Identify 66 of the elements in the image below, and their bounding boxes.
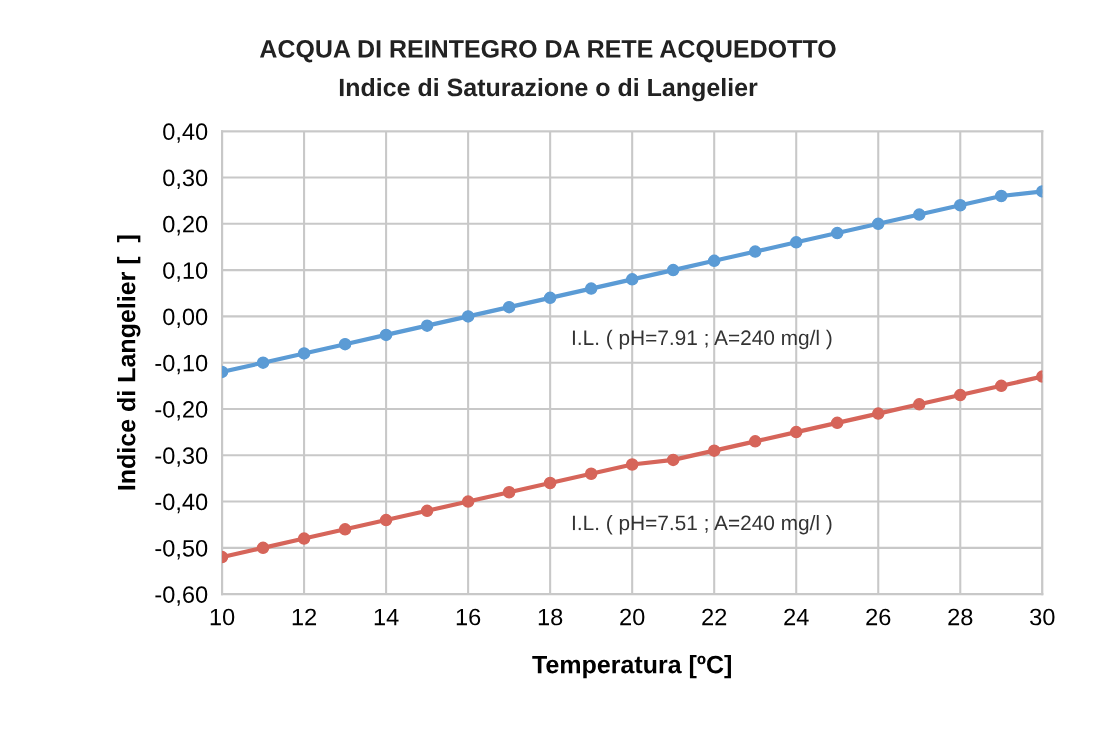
y-tick-label: -0,20 — [155, 401, 208, 421]
point — [543, 476, 557, 490]
y-tick-label: 0,40 — [163, 123, 208, 143]
point — [461, 310, 475, 323]
point — [954, 388, 967, 402]
point — [913, 208, 926, 221]
annotation: I.L. ( pH=7.91 ; A=240 mg/l ) — [572, 329, 832, 350]
x-tick-label: 14 — [374, 608, 399, 626]
point — [707, 254, 721, 268]
point — [338, 523, 352, 536]
x-tick-label: 10 — [210, 608, 235, 626]
point — [995, 189, 1008, 203]
chart-title: ACQUA DI REINTEGRO DA RETE ACQUEDOTTO — [259, 40, 836, 63]
point — [256, 541, 270, 555]
point — [789, 236, 803, 249]
y-tick-label: 0,10 — [163, 262, 208, 282]
point — [625, 458, 639, 471]
point — [748, 435, 762, 448]
y-tick-label: -0,50 — [155, 539, 208, 560]
point — [913, 398, 926, 411]
x-tick-label: 18 — [538, 608, 563, 626]
x-axis-title: Temperatura [ºC] — [532, 655, 731, 679]
point — [461, 495, 475, 508]
x-tick-label: 16 — [456, 608, 481, 626]
x-tick-label: 22 — [702, 608, 727, 626]
point — [625, 273, 639, 286]
point — [748, 245, 762, 258]
annotation: I.L. ( pH=7.51 ; A=240 mg/l ) — [572, 514, 832, 535]
chart-subtitle: Indice di Saturazione o di Langelier — [339, 77, 758, 102]
point — [666, 263, 680, 277]
point — [297, 347, 311, 360]
x-tick-label: 12 — [292, 608, 317, 626]
point — [830, 416, 844, 430]
y-tick-label: 0,30 — [163, 169, 208, 190]
x-tick-label: 24 — [784, 608, 809, 626]
point — [502, 300, 516, 314]
point — [379, 328, 393, 342]
point — [584, 282, 598, 295]
point — [502, 486, 516, 499]
point — [707, 444, 721, 457]
point — [420, 319, 434, 332]
y-tick-label: -0,10 — [155, 354, 208, 375]
point — [420, 504, 434, 518]
point — [995, 379, 1008, 393]
point — [789, 425, 803, 439]
y-tick-label: -0,40 — [155, 493, 208, 514]
point — [871, 217, 885, 231]
point — [871, 407, 885, 420]
point — [954, 199, 967, 212]
point — [584, 467, 598, 481]
x-tick-label: 30 — [1030, 608, 1055, 626]
point — [256, 356, 270, 369]
y-tick-label: -0,60 — [155, 586, 208, 606]
point — [338, 337, 352, 351]
point — [830, 226, 844, 240]
x-tick-label: 26 — [866, 608, 891, 626]
point — [666, 453, 680, 467]
x-tick-label: 28 — [948, 608, 973, 626]
point — [379, 513, 393, 527]
y-tick-label: 0,00 — [163, 308, 208, 328]
point — [297, 532, 311, 545]
y-tick-label: -0,30 — [155, 447, 208, 467]
point — [543, 291, 557, 305]
x-tick-label: 20 — [620, 608, 645, 626]
y-axis-title: Indice di Langelier [ ] — [117, 235, 141, 490]
y-tick-label: 0,20 — [163, 215, 208, 236]
